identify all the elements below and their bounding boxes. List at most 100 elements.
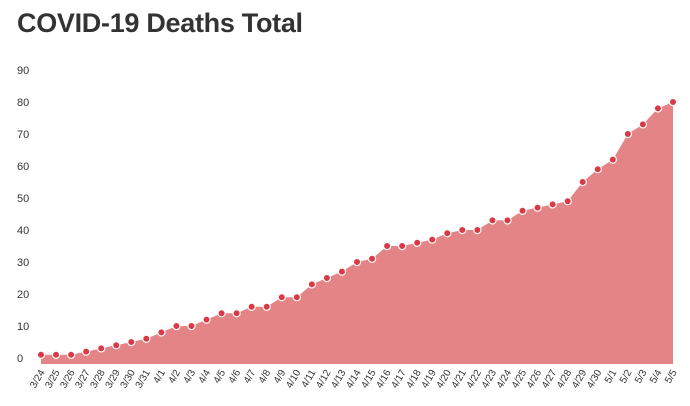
x-tick-label: 4/26	[525, 368, 544, 391]
x-tick-label: 4/3	[182, 368, 199, 386]
x-tick-label: 5/2	[618, 368, 635, 386]
data-point	[172, 321, 181, 331]
x-tick-label: 4/5	[212, 368, 229, 386]
data-point	[668, 97, 678, 107]
x-tick-label: 4/14	[344, 368, 363, 391]
x-tick-label: 4/2	[167, 368, 184, 386]
x-tick-label: 4/25	[510, 368, 529, 391]
data-point	[51, 350, 61, 359]
data-point	[488, 216, 497, 225]
y-tick-label: 30	[17, 257, 29, 269]
x-tick-label: 4/1	[151, 368, 168, 386]
data-point	[412, 238, 422, 247]
data-point	[638, 120, 648, 129]
data-point	[96, 344, 106, 353]
x-axis-ticks: 3/243/253/263/273/283/293/303/314/14/24/…	[28, 368, 679, 391]
x-tick-label: 4/21	[450, 368, 469, 391]
data-point	[232, 309, 241, 318]
x-tick-label: 4/29	[570, 368, 589, 391]
y-tick-label: 60	[17, 161, 29, 173]
x-tick-label: 4/20	[435, 368, 454, 391]
x-tick-label: 3/24	[28, 368, 47, 391]
x-tick-label: 5/3	[633, 368, 650, 386]
x-tick-label: 3/27	[73, 368, 92, 391]
x-tick-label: 3/31	[134, 368, 153, 391]
data-point	[127, 337, 136, 347]
area-fill	[41, 102, 673, 364]
data-point	[81, 347, 91, 356]
x-tick-label: 4/8	[257, 368, 274, 386]
x-tick-label: 4/15	[359, 368, 378, 391]
data-point	[322, 273, 332, 283]
data-point	[608, 155, 618, 164]
x-tick-label: 4/12	[314, 368, 333, 391]
data-point	[187, 321, 196, 331]
x-tick-label: 4/28	[555, 368, 574, 391]
data-point	[367, 254, 377, 263]
y-tick-label: 0	[17, 353, 23, 365]
x-tick-label: 3/25	[43, 368, 62, 391]
data-markers	[36, 97, 678, 359]
data-point	[623, 129, 633, 139]
x-tick-label: 4/16	[374, 368, 393, 391]
data-point	[458, 225, 467, 235]
x-tick-label: 4/10	[284, 368, 303, 391]
data-point	[307, 280, 317, 289]
data-point	[593, 164, 602, 174]
x-tick-label: 4/17	[389, 368, 408, 391]
x-tick-label: 3/29	[104, 368, 123, 391]
x-tick-label: 4/24	[495, 368, 514, 391]
data-point	[563, 196, 572, 206]
data-point	[397, 241, 407, 251]
x-tick-label: 4/13	[329, 368, 348, 391]
data-point	[112, 341, 121, 350]
x-tick-label: 3/30	[119, 368, 138, 391]
x-tick-label: 3/26	[58, 368, 77, 391]
data-point	[578, 177, 587, 187]
x-tick-label: 4/4	[197, 368, 214, 386]
x-tick-label: 5/4	[648, 368, 665, 386]
x-tick-label: 5/5	[663, 368, 680, 386]
y-tick-label: 20	[17, 289, 29, 301]
data-point	[36, 350, 46, 359]
data-point	[262, 302, 271, 311]
data-point	[277, 293, 286, 302]
y-tick-label: 50	[17, 193, 29, 205]
data-point	[157, 328, 166, 337]
x-tick-label: 4/23	[480, 368, 499, 391]
x-tick-label: 4/18	[405, 368, 424, 391]
x-tick-label: 4/7	[242, 368, 259, 386]
data-point	[548, 200, 557, 209]
x-tick-label: 4/30	[585, 368, 604, 391]
x-tick-label: 5/1	[603, 368, 620, 386]
chart-title: COVID-19 Deaths Total	[17, 8, 303, 38]
data-point	[202, 315, 211, 324]
x-tick-label: 4/27	[540, 368, 559, 391]
data-point	[428, 235, 437, 244]
data-point	[443, 228, 452, 238]
data-point	[533, 203, 542, 212]
data-point	[518, 206, 527, 215]
x-tick-label: 3/28	[89, 368, 108, 391]
y-tick-label: 40	[17, 225, 29, 237]
x-tick-label: 4/6	[227, 368, 244, 386]
data-point	[66, 350, 76, 359]
y-axis-ticks: 0 10 20 30 40 50 60 70 80 90	[17, 65, 29, 365]
data-point	[247, 302, 256, 311]
data-point	[503, 216, 512, 225]
data-point	[352, 257, 362, 267]
y-tick-label: 10	[17, 321, 29, 333]
y-tick-label: 90	[17, 65, 29, 77]
x-tick-label: 4/22	[465, 368, 484, 391]
data-point	[382, 241, 392, 251]
data-point	[217, 309, 226, 318]
y-tick-label: 70	[17, 129, 29, 141]
y-tick-label: 80	[17, 97, 29, 109]
data-point	[653, 104, 663, 113]
data-point	[473, 225, 482, 235]
x-tick-label: 4/19	[420, 368, 439, 391]
data-point	[292, 293, 302, 302]
data-point	[337, 267, 347, 276]
data-point	[142, 334, 151, 343]
